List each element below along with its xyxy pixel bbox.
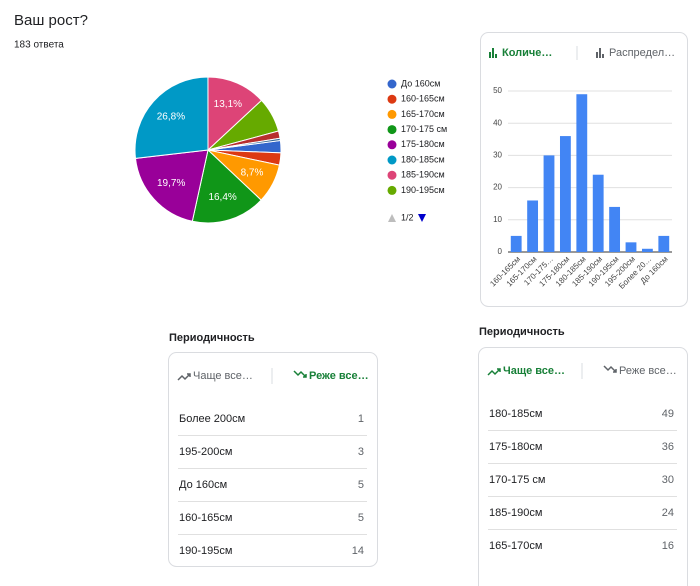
slice-label: 13,1% bbox=[214, 99, 242, 110]
tab[interactable]: Количе… bbox=[502, 47, 552, 59]
bar bbox=[559, 136, 571, 252]
pie-slice bbox=[207, 76, 263, 152]
tab-icon bbox=[596, 48, 604, 58]
table-title: Периодичность bbox=[169, 332, 255, 344]
row-value: 36 bbox=[662, 441, 674, 453]
row-label: 190-195см bbox=[179, 545, 232, 557]
y-tick-label: 40 bbox=[493, 118, 502, 127]
table-title: Периодичность bbox=[479, 326, 565, 338]
legend-next[interactable] bbox=[418, 214, 426, 222]
legend-swatch bbox=[387, 109, 397, 119]
row-value: 5 bbox=[358, 479, 364, 491]
slice-label: 8,7% bbox=[241, 168, 264, 179]
response-count: 183 ответа bbox=[14, 40, 64, 51]
legend-swatch bbox=[387, 140, 397, 150]
row-value: 49 bbox=[662, 408, 674, 420]
legend-label: 180-185см bbox=[401, 154, 445, 164]
bar bbox=[609, 206, 621, 252]
question-title: Ваш рост? bbox=[14, 12, 88, 29]
pie-slice bbox=[207, 137, 281, 151]
table-card bbox=[168, 352, 378, 567]
row-value: 14 bbox=[352, 545, 364, 557]
bar bbox=[658, 235, 670, 252]
row-label: 195-200см bbox=[179, 446, 232, 458]
row-value: 16 bbox=[662, 540, 674, 552]
y-tick-label: 50 bbox=[493, 86, 502, 95]
legend-swatch bbox=[387, 125, 397, 135]
legend-prev bbox=[388, 214, 396, 222]
tab-icon bbox=[487, 368, 501, 376]
legend-swatch bbox=[387, 79, 397, 89]
legend-label: 165-170см bbox=[401, 109, 445, 119]
tab-icon bbox=[489, 48, 497, 58]
legend-label: 160-165см bbox=[401, 94, 445, 104]
legend-label: 175-180см bbox=[401, 139, 445, 149]
bar bbox=[527, 200, 539, 252]
row-value: 3 bbox=[358, 446, 364, 458]
slice-label: 16,4% bbox=[208, 192, 236, 203]
y-tick-label: 30 bbox=[493, 151, 502, 160]
legend-swatch bbox=[387, 155, 397, 165]
y-tick-label: 10 bbox=[493, 215, 502, 224]
table-card bbox=[478, 347, 688, 586]
tab[interactable]: Чаще все… bbox=[193, 370, 253, 382]
row-label: 175-180см bbox=[489, 441, 542, 453]
row-label: 165-170см bbox=[489, 540, 542, 552]
legend-label: 185-190см bbox=[401, 170, 445, 180]
bar bbox=[543, 155, 555, 252]
tab[interactable]: Реже все… bbox=[309, 370, 369, 382]
row-value: 24 bbox=[662, 507, 674, 519]
tab-icon bbox=[177, 373, 191, 381]
row-label: Более 200см bbox=[179, 413, 245, 425]
pie-slice bbox=[134, 76, 209, 159]
row-value: 30 bbox=[662, 474, 674, 486]
bar bbox=[510, 235, 522, 252]
legend-swatch bbox=[387, 185, 397, 195]
slice-label: 26,8% bbox=[157, 112, 185, 123]
row-label: 160-165см bbox=[179, 512, 232, 524]
legend-page: 1/2 bbox=[401, 212, 414, 222]
bar bbox=[641, 248, 653, 252]
pie-slice bbox=[134, 149, 209, 222]
bar bbox=[592, 174, 604, 252]
tab-icon bbox=[603, 365, 617, 373]
row-value: 5 bbox=[358, 512, 364, 524]
row-label: 170-175 см bbox=[489, 474, 546, 486]
row-label: 180-185см bbox=[489, 408, 542, 420]
tab[interactable]: Распредел… bbox=[609, 47, 675, 59]
tab[interactable]: Реже все… bbox=[619, 365, 677, 377]
pie-slice bbox=[191, 149, 262, 224]
legend-swatch bbox=[387, 170, 397, 180]
legend-label: До 160см bbox=[401, 78, 440, 88]
row-label: 185-190см bbox=[489, 507, 542, 519]
legend-label: 190-195см bbox=[401, 185, 445, 195]
tab-icon bbox=[293, 370, 307, 378]
legend-swatch bbox=[387, 94, 397, 104]
tab[interactable]: Чаще все… bbox=[503, 365, 565, 377]
row-value: 1 bbox=[358, 413, 364, 425]
bar bbox=[576, 94, 588, 252]
row-label: До 160см bbox=[179, 479, 227, 491]
legend-label: 170-175 см bbox=[401, 124, 447, 134]
y-tick-label: 20 bbox=[493, 183, 502, 192]
y-tick-label: 0 bbox=[498, 247, 503, 256]
bar bbox=[625, 242, 637, 252]
slice-label: 19,7% bbox=[157, 178, 185, 189]
